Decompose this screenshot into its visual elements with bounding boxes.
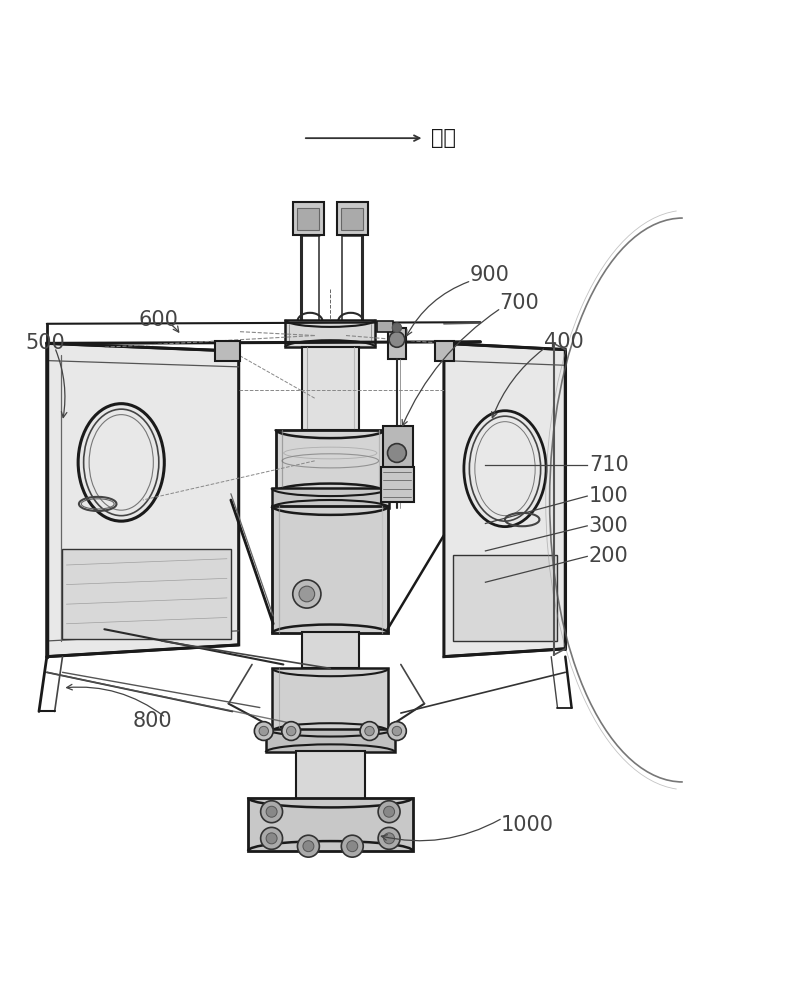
Circle shape: [255, 722, 274, 740]
Circle shape: [387, 722, 406, 740]
Bar: [383, 426, 413, 469]
Bar: [285, 320, 376, 347]
Circle shape: [360, 722, 379, 740]
Circle shape: [347, 841, 358, 852]
Bar: [62, 549, 231, 639]
Circle shape: [389, 332, 405, 347]
Text: 600: 600: [138, 310, 178, 330]
Circle shape: [303, 841, 314, 852]
Bar: [292, 202, 324, 235]
Bar: [302, 632, 358, 668]
Text: 800: 800: [133, 711, 173, 731]
Bar: [248, 798, 413, 851]
Circle shape: [384, 833, 395, 844]
Text: 700: 700: [500, 293, 539, 313]
Circle shape: [392, 726, 402, 736]
Bar: [297, 208, 319, 230]
Circle shape: [282, 722, 300, 740]
Bar: [273, 506, 388, 633]
Text: 500: 500: [25, 333, 64, 353]
Text: 200: 200: [589, 546, 629, 566]
Polygon shape: [47, 343, 239, 657]
Circle shape: [392, 323, 402, 332]
Bar: [377, 321, 393, 332]
Bar: [296, 751, 365, 799]
Circle shape: [259, 726, 269, 736]
Bar: [387, 328, 406, 359]
Circle shape: [266, 833, 277, 844]
Circle shape: [261, 827, 282, 849]
Text: 1000: 1000: [501, 815, 554, 835]
Text: 900: 900: [470, 265, 509, 285]
Text: 航向: 航向: [431, 128, 456, 148]
Bar: [273, 668, 388, 731]
Circle shape: [378, 827, 400, 849]
Text: 100: 100: [589, 486, 629, 506]
Circle shape: [378, 801, 400, 823]
Circle shape: [299, 586, 314, 602]
Bar: [435, 341, 454, 361]
Circle shape: [261, 801, 282, 823]
Polygon shape: [444, 343, 565, 657]
Bar: [381, 467, 414, 502]
Bar: [276, 430, 385, 492]
Circle shape: [384, 806, 395, 817]
Bar: [266, 729, 395, 752]
Text: 400: 400: [544, 332, 584, 352]
Bar: [341, 208, 363, 230]
Circle shape: [297, 835, 319, 857]
Circle shape: [341, 835, 363, 857]
Circle shape: [286, 726, 296, 736]
Text: 710: 710: [589, 455, 629, 475]
Circle shape: [387, 444, 406, 462]
Bar: [215, 341, 241, 361]
Circle shape: [266, 806, 277, 817]
Bar: [272, 488, 389, 508]
Circle shape: [365, 726, 374, 736]
Bar: [454, 555, 557, 641]
Circle shape: [292, 580, 321, 608]
Bar: [336, 202, 368, 235]
Bar: [302, 347, 358, 430]
Text: 300: 300: [589, 516, 629, 536]
